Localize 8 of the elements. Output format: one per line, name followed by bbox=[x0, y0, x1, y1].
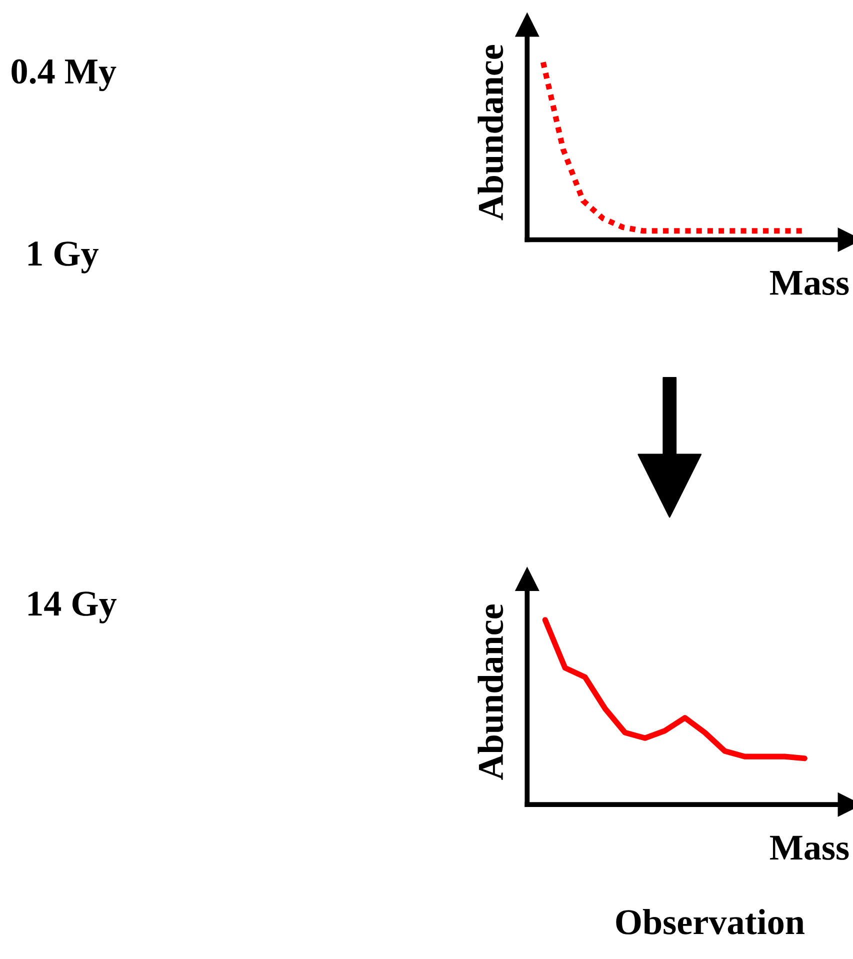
text: 1 Gy bbox=[28, 242, 98, 274]
x-axis-title: Mass bbox=[770, 836, 849, 860]
text: 14 Gy bbox=[28, 592, 117, 624]
text: Observation bbox=[616, 908, 804, 934]
y-axis-title: Abundance bbox=[478, 604, 504, 780]
y-axis-title: Abundance bbox=[478, 44, 504, 220]
text: 0.4 My bbox=[12, 59, 116, 92]
x-axis-title: Mass bbox=[770, 271, 849, 296]
